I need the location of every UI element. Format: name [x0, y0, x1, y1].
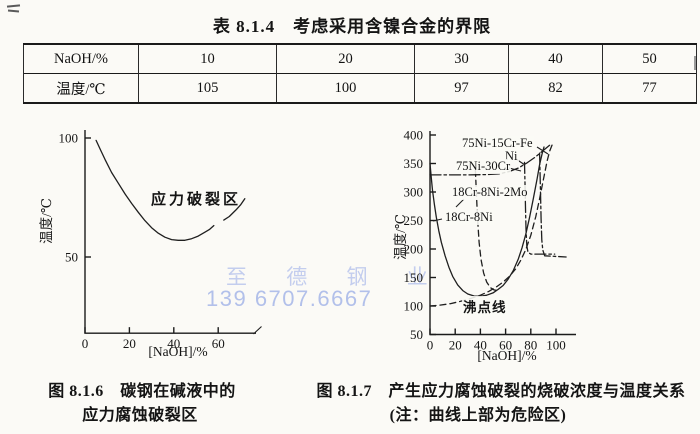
table-title: 表 8.1.4 考虑采用含镍合金的界限	[212, 17, 492, 36]
y-tick-label: 100	[404, 299, 424, 314]
x-tick-label: 0	[82, 336, 89, 351]
table-cell: 82	[507, 73, 603, 103]
leader-line	[536, 146, 549, 155]
limits-table: NaOH/% 10 20 30 40 50 温度/℃ 105 100 97 82 77	[23, 43, 698, 104]
axes	[84, 130, 256, 334]
y-tick-label: 300	[404, 185, 424, 200]
x-tick-label: 20	[123, 336, 136, 351]
x-tick-label: 40	[474, 338, 487, 353]
x-tick-label: 60	[212, 336, 225, 351]
x-tick-label: 20	[449, 338, 462, 353]
y-tick-label: 350	[404, 156, 424, 171]
table-row-header: 温度/℃	[23, 73, 139, 103]
fig7-caption-line2: (注：曲线上部为危险区)	[389, 407, 567, 424]
leader-line	[455, 198, 465, 208]
x-tick-label: 0	[427, 338, 434, 353]
table-cell: 30	[413, 44, 509, 74]
watermark-company: 至 德 钢 业	[226, 265, 445, 289]
fig6-caption-line1: 图 8.1.6 碳钢在碱液中的	[48, 383, 236, 400]
fig6-zone-annotation: 应力破裂区	[151, 192, 242, 208]
scan-artifact	[7, 9, 20, 13]
fig7-curve-label-75ni-30cr: 75Ni-30Cr	[455, 159, 512, 174]
curve-沸点线	[429, 144, 553, 307]
leader-line	[432, 218, 443, 222]
y-tick-label: 400	[404, 128, 424, 143]
fig7-curve-label-18cr-8ni-2mo: 18Cr-8Ni-2Mo	[451, 185, 529, 200]
table-row: 温度/℃ 105 100 97 82 77	[23, 73, 698, 103]
table-cell: 20	[275, 44, 415, 74]
y-tick-label: 50	[65, 250, 78, 265]
leader-line	[253, 326, 262, 335]
fig6-chart-canvas: 0 20 40 60 50 100	[59, 130, 262, 351]
x-tick-label: 40	[167, 336, 180, 351]
watermark-phone: 139 6707.6667	[206, 286, 373, 311]
table-cell: 77	[601, 73, 698, 103]
table-cell: 100	[275, 73, 415, 103]
table-cell: 50	[601, 44, 698, 74]
curve-75Ni-30Cr	[429, 143, 552, 176]
x-tick-label: 80	[524, 338, 537, 353]
table-cell: 97	[413, 73, 509, 103]
table-row-header: NaOH/%	[23, 44, 139, 74]
fig7-chart-canvas: 0 20 40 60 80 100 50 100 150 200 250 300 350 400	[404, 128, 576, 353]
fig6-caption-line2: 应力腐蚀破裂区	[82, 407, 198, 424]
y-tick-label: 100	[59, 131, 79, 146]
fig6-y-axis-label: 温度/℃	[39, 198, 54, 244]
y-tick-label: 150	[404, 270, 424, 285]
curve-18Cr-8Ni	[429, 146, 545, 297]
fig7-x-axis-label: [NaOH]/%	[477, 348, 537, 363]
scan-artifact	[6, 4, 21, 8]
table-row: NaOH/% 10 20 30 40 50	[23, 44, 698, 74]
x-tick-label: 60	[499, 338, 512, 353]
fig7-y-axis-label: 温度/℃	[393, 214, 408, 260]
x-tick-label: 100	[546, 338, 566, 353]
fig7-curve-label-boiling-line: 沸点线	[462, 296, 508, 316]
curve-18Cr-8Ni-2Mo	[474, 169, 499, 292]
curve-75Ni-15Cr-Fe	[538, 152, 567, 258]
y-tick-label: 200	[404, 242, 424, 257]
fig7-curve-label-18cr-8ni: 18Cr-8Ni	[444, 210, 494, 225]
curve-边界延伸段	[223, 198, 246, 221]
y-tick-label: 50	[410, 327, 423, 342]
table-cell: 105	[138, 73, 277, 103]
fig6-x-axis-label: [NaOH]/%	[148, 344, 208, 359]
y-tick-label: 250	[404, 213, 424, 228]
fig7-curve-label-75ni-15cr-fe: 75Ni-15Cr-Fe	[461, 136, 534, 151]
curve-应力破裂区边界	[95, 139, 215, 241]
table-cell: 40	[507, 44, 603, 74]
table-cell: 10	[138, 44, 277, 74]
fig7-caption-line1: 图 8.1.7 产生应力腐蚀破裂的烧破浓度与温度关系	[316, 383, 686, 400]
